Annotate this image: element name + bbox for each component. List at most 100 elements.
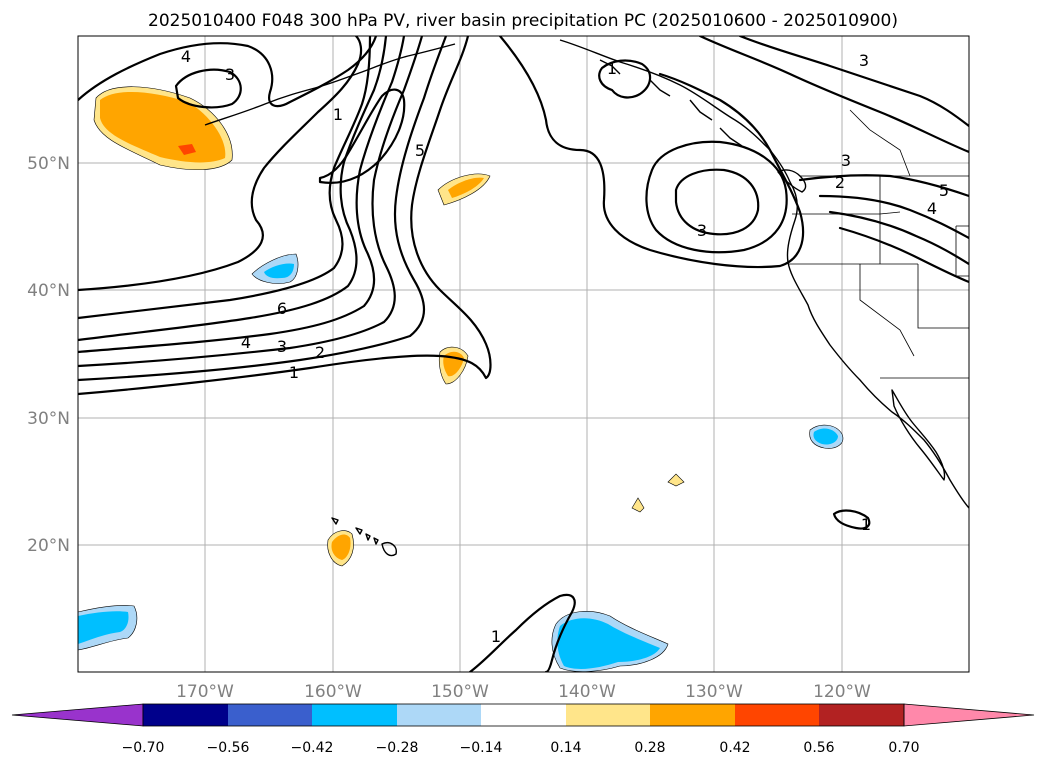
- positive-anomaly-peak: [178, 144, 196, 155]
- colorbar-tick-label: 0.14: [550, 740, 581, 756]
- lon-label: 120°W: [813, 682, 871, 702]
- pv-contour: [698, 36, 969, 154]
- lat-label: 30°N: [27, 409, 70, 429]
- state-border-nv: [917, 264, 969, 329]
- coastline-southeast-alaska: [599, 59, 743, 147]
- contour-label: 3: [225, 65, 235, 84]
- contour-label: 2: [315, 343, 325, 362]
- pv-contour: [78, 36, 424, 368]
- pv-contour: [738, 36, 969, 128]
- colorbar-segment: [312, 704, 397, 726]
- colorbar-segment: [566, 704, 650, 726]
- colorbar-tick-label: −0.70: [122, 740, 165, 756]
- negative-anomaly-core: [264, 263, 294, 279]
- contour-label: 4: [927, 199, 937, 218]
- contour-label: 5: [939, 181, 949, 200]
- state-border-ca-nv: [859, 264, 915, 357]
- negative-anomaly-core: [557, 618, 660, 669]
- pv-contours: [78, 36, 969, 672]
- colorbar-tick-label: 0.42: [719, 740, 750, 756]
- coastline-hawaii: [381, 542, 397, 557]
- contour-labels: 4 3 1 5 1 3 3 2 4 5 3 6 4 3 2 1 1 1: [181, 47, 949, 646]
- positive-anomaly-region: [667, 473, 685, 487]
- colorbar-tick-label: −0.28: [376, 740, 419, 756]
- contour-label: 1: [607, 59, 617, 78]
- coastlines: [204, 39, 969, 557]
- pv-contour: [468, 593, 576, 672]
- colorbar-segment: [228, 704, 312, 726]
- colorbar-frame: [142, 703, 905, 727]
- map-title: 2025010400 F048 300 hPa PV, river basin …: [148, 11, 898, 31]
- coastline-baja: [891, 389, 946, 481]
- negative-anomaly-core: [813, 428, 838, 445]
- colorbar-extend-left: [11, 703, 144, 727]
- longitude-labels: 170°W 160°W 150°W 140°W 130°W 120°W: [176, 682, 871, 702]
- pv-contour: [798, 174, 969, 198]
- colorbar-tick-label: 0.28: [634, 740, 665, 756]
- lon-label: 140°W: [558, 682, 616, 702]
- pv-contour: [78, 36, 378, 108]
- contour-label: 6: [277, 299, 287, 318]
- positive-anomaly-core: [331, 534, 351, 560]
- contour-label: 2: [835, 173, 845, 192]
- pv-contour: [832, 509, 871, 530]
- pv-contour: [598, 59, 652, 99]
- contour-label: 4: [241, 333, 251, 352]
- pv-contour: [174, 68, 242, 109]
- contour-label: 1: [333, 105, 343, 124]
- contour-label: 4: [181, 47, 191, 66]
- contour-label: 5: [415, 141, 425, 160]
- negative-anomaly-core: [78, 611, 129, 644]
- colorbar: −0.70 −0.56 −0.42 −0.28 −0.14 0.14 0.28 …: [11, 703, 1035, 756]
- contour-label: 3: [859, 51, 869, 70]
- pv-contour: [828, 210, 969, 266]
- shaded-regions: [78, 86, 844, 672]
- pv-contour: [78, 36, 448, 382]
- contour-label: 1: [491, 627, 501, 646]
- pv-contour: [498, 36, 805, 269]
- colorbar-tick-label: 0.56: [803, 740, 834, 756]
- pv-contour: [818, 194, 969, 240]
- colorbar-tick-label: −0.42: [291, 740, 334, 756]
- map-frame: [77, 35, 970, 673]
- latitude-labels: 50°N 40°N 30°N 20°N: [27, 154, 70, 556]
- contour-label: 3: [841, 151, 851, 170]
- pv-contour: [645, 140, 788, 254]
- contour-label: 1: [289, 363, 299, 382]
- lon-label: 170°W: [176, 682, 234, 702]
- map-content: 4 3 1 5 1 3 3 2 4 5 3 6 4 3 2 1 1 1: [78, 36, 969, 672]
- contour-label: 3: [277, 337, 287, 356]
- colorbar-segment: [650, 704, 735, 726]
- coastline-vancouver-island: [777, 169, 807, 193]
- pv-contour: [318, 88, 406, 184]
- colorbar-segment: [481, 704, 566, 726]
- pv-contour: [78, 36, 388, 342]
- colorbar-segment: [819, 704, 904, 726]
- province-border-bc: [849, 109, 911, 177]
- positive-anomaly-core: [448, 177, 484, 198]
- pv-contour: [78, 36, 492, 396]
- colorbar-segment: [735, 704, 819, 726]
- lon-label: 150°W: [431, 682, 489, 702]
- colorbar-tick-label: −0.14: [460, 740, 503, 756]
- coastline-hawaii-small: [331, 517, 379, 545]
- colorbar-tick-label: 0.70: [888, 740, 919, 756]
- lon-label: 160°W: [304, 682, 362, 702]
- lat-label: 20°N: [27, 536, 70, 556]
- contour-label: 3: [697, 221, 707, 240]
- lon-label: 130°W: [685, 682, 743, 702]
- pv-contour: [78, 36, 363, 292]
- colorbar-tick-label: −0.56: [207, 740, 250, 756]
- lat-label: 40°N: [27, 281, 70, 301]
- positive-anomaly-region: [631, 497, 645, 513]
- lat-label: 50°N: [27, 154, 70, 174]
- colorbar-extend-right: [903, 703, 1035, 727]
- coastline-aleutians: [204, 43, 456, 126]
- contour-label: 1: [861, 515, 871, 534]
- pv-contour: [78, 36, 372, 320]
- positive-anomaly-core: [100, 91, 226, 163]
- colorbar-segment: [143, 704, 228, 726]
- coastline-alaska-south: [559, 39, 969, 509]
- pv-contour: [674, 168, 760, 236]
